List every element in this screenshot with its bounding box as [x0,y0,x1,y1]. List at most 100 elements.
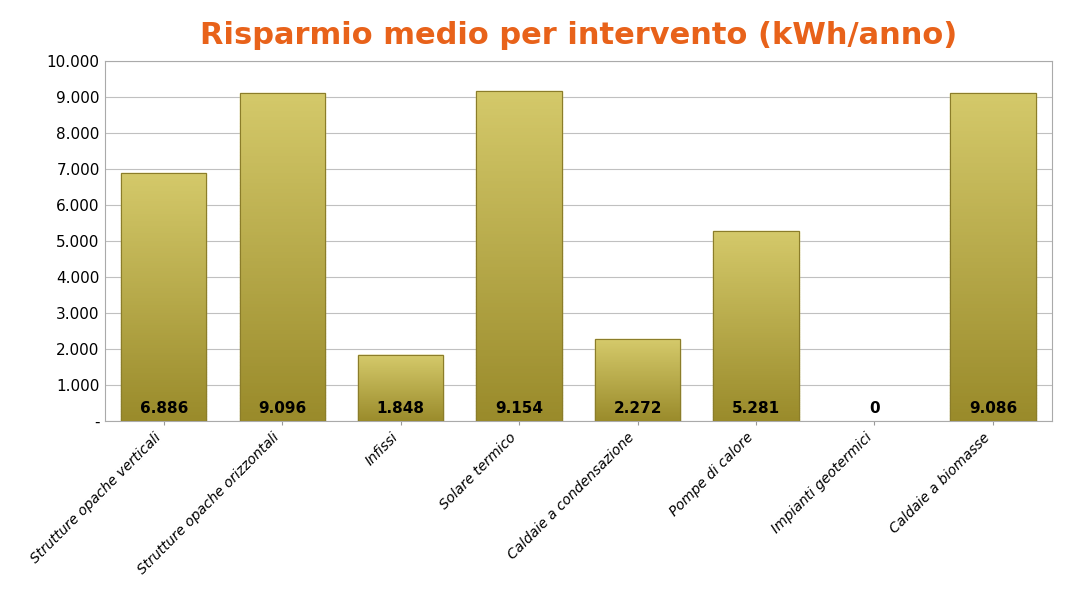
Bar [121,225,206,227]
Bar [951,241,1035,244]
Bar [714,278,798,280]
Bar [476,273,562,276]
Bar [476,240,562,243]
Bar [239,139,325,142]
Bar [476,223,562,227]
Bar [714,255,798,257]
Bar [239,231,325,234]
Bar [121,282,206,285]
Bar [594,387,680,388]
Bar [239,326,325,329]
Bar [121,354,206,356]
Bar [239,365,325,369]
Bar [358,419,443,420]
Bar [239,306,325,310]
Bar [121,270,206,272]
Bar [714,360,798,362]
Bar [358,384,443,385]
Bar [714,239,798,240]
Bar [714,417,798,419]
Bar [951,359,1035,362]
Bar [476,164,562,167]
Bar [951,185,1035,188]
Bar [239,280,325,283]
Bar [358,375,443,376]
Bar [594,339,680,421]
Bar [951,97,1035,100]
Text: 5.281: 5.281 [732,401,780,416]
Bar [714,355,798,356]
Bar [121,248,206,250]
Bar [951,123,1035,126]
Bar [476,276,562,279]
Bar [358,418,443,419]
Bar [594,339,680,340]
Bar [714,383,798,385]
Bar [594,345,680,346]
Bar [239,343,325,346]
Bar [594,370,680,371]
Bar [239,290,325,293]
Bar [476,392,562,395]
Bar [121,384,206,386]
Bar [121,250,206,252]
Bar [239,395,325,398]
Bar [121,329,206,332]
Bar [121,359,206,362]
Bar [951,408,1035,411]
Bar [358,376,443,377]
Bar [714,301,798,303]
Bar [239,93,325,421]
Bar [714,233,798,234]
Bar [594,385,680,386]
Bar [714,329,798,332]
Bar [714,313,798,315]
Bar [476,312,562,316]
Bar [951,303,1035,307]
Bar [239,408,325,411]
Bar [121,399,206,401]
Bar [476,130,562,134]
Bar [476,104,562,108]
Bar [476,220,562,223]
Bar [951,297,1035,300]
Bar [239,113,325,116]
Bar [476,401,562,405]
Bar [239,254,325,257]
Bar [121,374,206,377]
Bar [121,341,206,344]
Bar [121,416,206,419]
Bar [121,267,206,270]
Bar [121,349,206,352]
Bar [121,218,206,220]
Bar [476,303,562,306]
Bar [358,363,443,364]
Bar [358,386,443,388]
Bar [239,136,325,139]
Bar [476,249,562,253]
Bar [714,390,798,393]
Bar [476,141,562,144]
Bar [476,263,562,266]
Bar [121,401,206,404]
Bar [239,359,325,362]
Bar [239,283,325,286]
Bar [121,414,206,416]
Bar [951,332,1035,336]
Bar [594,399,680,400]
Bar [239,202,325,205]
Bar [476,167,562,170]
Bar [714,366,798,368]
Bar [594,420,680,421]
Bar [714,372,798,374]
Bar [121,337,206,339]
Bar [239,215,325,218]
Bar [951,261,1035,264]
Bar [476,379,562,382]
Bar [476,206,562,210]
Bar [358,365,443,366]
Bar [121,324,206,327]
Bar [476,405,562,408]
Bar [476,375,562,379]
Bar [951,310,1035,313]
